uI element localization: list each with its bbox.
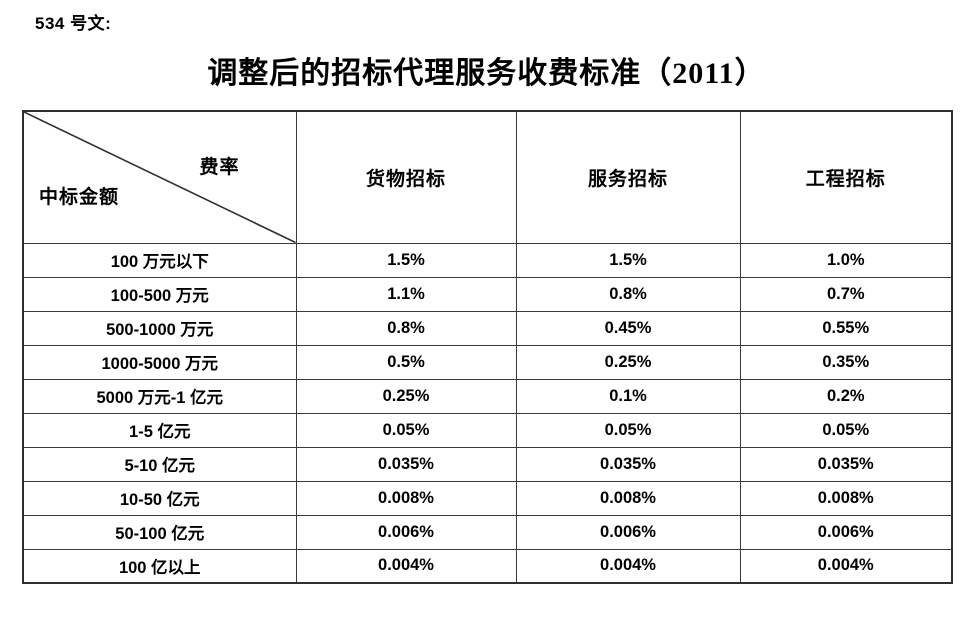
table-row: 1-5 亿元 0.05% 0.05% 0.05%: [22, 412, 953, 448]
corner-label-bid-amount: 中标金额: [39, 187, 120, 208]
amount-range-cell: 5-10 亿元: [22, 446, 297, 482]
table-row: 5-10 亿元 0.035% 0.035% 0.035%: [22, 446, 953, 482]
amount-range-cell: 500-1000 万元: [22, 310, 297, 346]
rate-value-cell: 0.25%: [515, 344, 741, 380]
table-row: 5000 万元-1 亿元 0.25% 0.1% 0.2%: [22, 378, 953, 414]
rate-value-cell: 0.035%: [739, 446, 953, 482]
rate-value-cell: 1.5%: [295, 242, 517, 278]
rate-value-cell: 1.1%: [295, 276, 517, 312]
rate-value-cell: 0.008%: [515, 480, 741, 516]
rate-value-cell: 0.1%: [515, 378, 741, 414]
table-row: 1000-5000 万元 0.5% 0.25% 0.35%: [22, 344, 953, 380]
rate-value-cell: 0.006%: [739, 514, 953, 550]
rate-value-cell: 0.25%: [295, 378, 517, 414]
rate-value-cell: 0.35%: [739, 344, 953, 380]
rate-value-cell: 0.8%: [515, 276, 741, 312]
rate-value-cell: 0.5%: [295, 344, 517, 380]
rate-value-cell: 0.45%: [515, 310, 741, 346]
amount-range-cell: 100 万元以下: [22, 242, 297, 278]
amount-range-cell: 1-5 亿元: [22, 412, 297, 448]
rate-value-cell: 0.7%: [739, 276, 953, 312]
amount-range-cell: 100-500 万元: [22, 276, 297, 312]
table-row: 10-50 亿元 0.008% 0.008% 0.008%: [22, 480, 953, 516]
amount-range-cell: 100 亿以上: [22, 548, 297, 584]
table-row: 100 亿以上 0.004% 0.004% 0.004%: [22, 548, 953, 584]
rate-value-cell: 0.004%: [515, 548, 741, 584]
rate-value-cell: 0.05%: [739, 412, 953, 448]
rate-value-cell: 0.05%: [295, 412, 517, 448]
table-row: 500-1000 万元 0.8% 0.45% 0.55%: [22, 310, 953, 346]
amount-range-cell: 10-50 亿元: [22, 480, 297, 516]
amount-range-cell: 1000-5000 万元: [22, 344, 297, 380]
rate-value-cell: 0.55%: [739, 310, 953, 346]
rate-value-cell: 0.035%: [515, 446, 741, 482]
page-title: 调整后的招标代理服务收费标准（2011）: [207, 57, 766, 90]
rate-value-cell: 0.035%: [295, 446, 517, 482]
rate-value-cell: 0.006%: [515, 514, 741, 550]
corner-label-fee-rate: 费率: [199, 157, 240, 178]
column-header-engineering-bidding: 工程招标: [739, 110, 953, 244]
rate-value-cell: 1.0%: [739, 242, 953, 278]
diagonal-divider-line: [24, 112, 296, 243]
table-row: 100-500 万元 1.1% 0.8% 0.7%: [22, 276, 953, 312]
doc-number-label: 534 号文:: [35, 14, 112, 33]
rate-value-cell: 0.2%: [739, 378, 953, 414]
amount-range-cell: 50-100 亿元: [22, 514, 297, 550]
rate-value-cell: 0.004%: [295, 548, 517, 584]
rate-value-cell: 0.05%: [515, 412, 741, 448]
column-header-service-bidding: 服务招标: [515, 110, 741, 244]
rate-value-cell: 0.004%: [739, 548, 953, 584]
rate-value-cell: 0.008%: [295, 480, 517, 516]
column-header-goods-bidding: 货物招标: [295, 110, 517, 244]
rate-value-cell: 0.008%: [739, 480, 953, 516]
table-row: 50-100 亿元 0.006% 0.006% 0.006%: [22, 514, 953, 550]
rate-value-cell: 0.006%: [295, 514, 517, 550]
table-row: 100 万元以下 1.5% 1.5% 1.0%: [22, 242, 953, 278]
table-body: 100 万元以下 1.5% 1.5% 1.0% 100-500 万元 1.1% 0.8% 0.…: [22, 242, 953, 584]
rate-value-cell: 1.5%: [515, 242, 741, 278]
table-header-row: 费率 中标金额 货物招标 服务招标 工程招标: [22, 110, 953, 244]
rate-value-cell: 0.8%: [295, 310, 517, 346]
fee-rate-table: 费率 中标金额 货物招标 服务招标 工程招标 100 万元以下 1.5% 1.5% 1…: [22, 110, 953, 584]
corner-header-cell: 费率 中标金额: [22, 110, 297, 244]
amount-range-cell: 5000 万元-1 亿元: [22, 378, 297, 414]
